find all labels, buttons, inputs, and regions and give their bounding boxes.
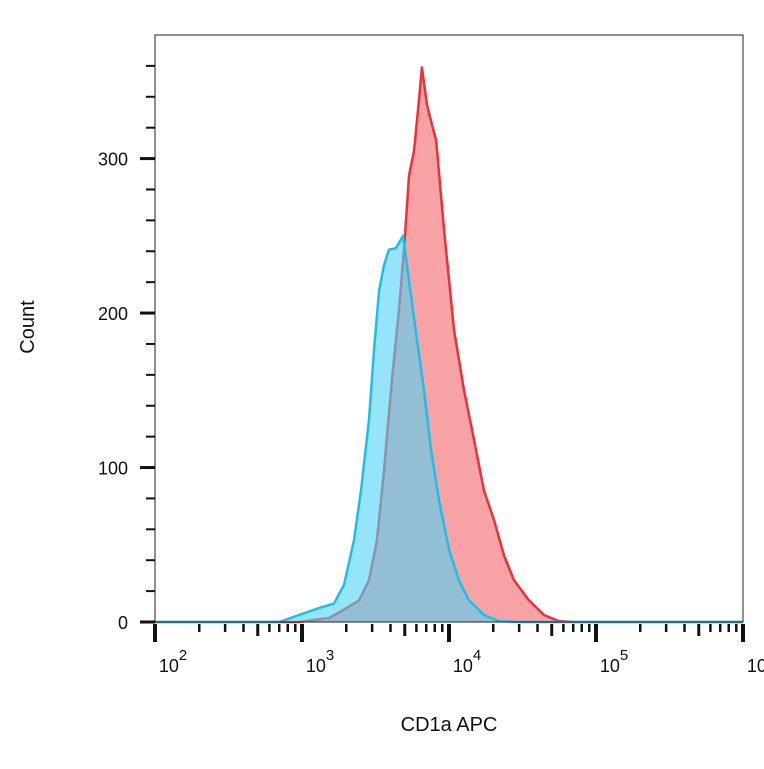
x-tick-label: 105 (600, 647, 628, 676)
y-tick-label: 100 (98, 459, 128, 479)
y-axis-label: Count (17, 300, 39, 354)
series-0-fill (155, 67, 743, 622)
x-tick-label: 103 (306, 647, 334, 676)
x-axis-label: CD1a APC (401, 714, 498, 736)
y-tick-label: 200 (98, 304, 128, 324)
x-tick-label: 104 (453, 647, 481, 676)
series-1-line (155, 234, 743, 624)
x-tick-label: 102 (159, 647, 187, 676)
y-tick-label: 0 (118, 613, 128, 633)
x-tick-label: 106 (747, 647, 764, 676)
y-tick-label: 300 (98, 150, 128, 170)
plot-frame (154, 34, 744, 623)
